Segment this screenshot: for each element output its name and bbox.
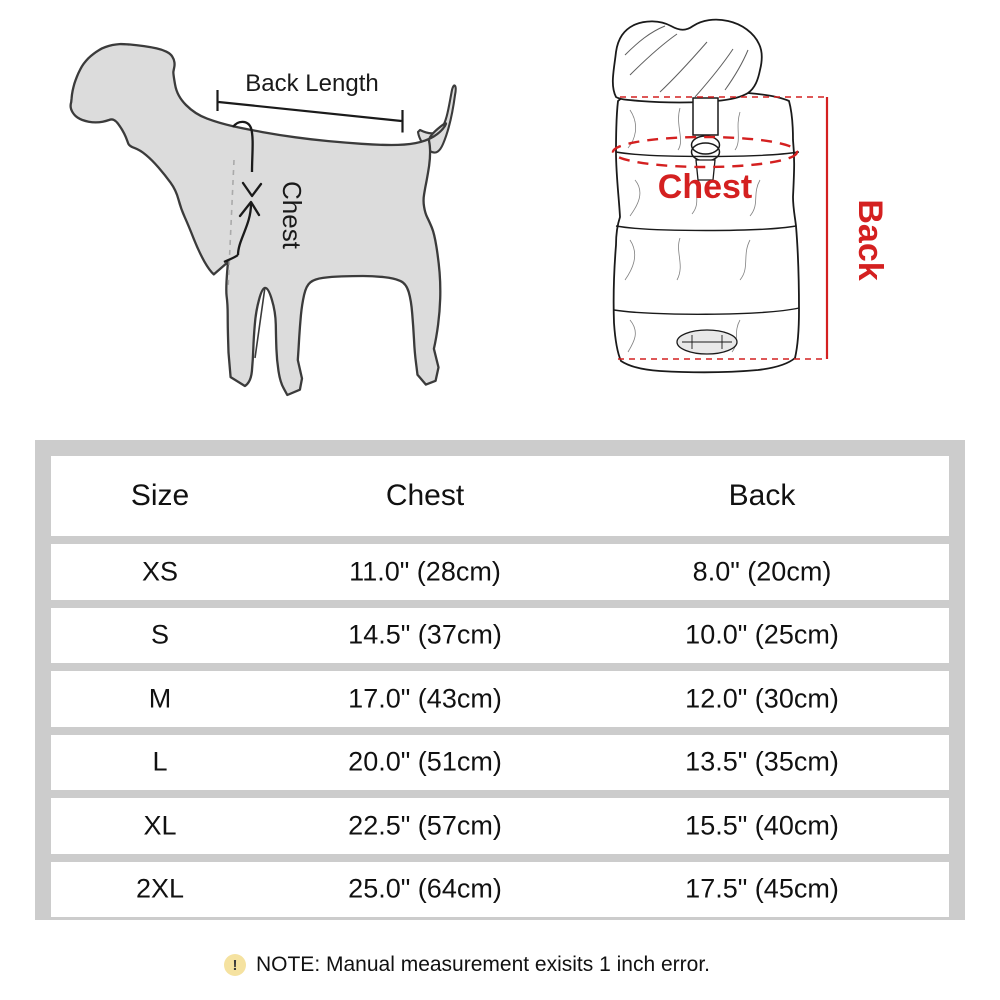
- svg-text:Back Length: Back Length: [245, 70, 378, 97]
- svg-text:Chest: Chest: [277, 181, 307, 250]
- svg-text:Chest: Chest: [658, 168, 752, 206]
- svg-text:Back: Back: [851, 199, 889, 280]
